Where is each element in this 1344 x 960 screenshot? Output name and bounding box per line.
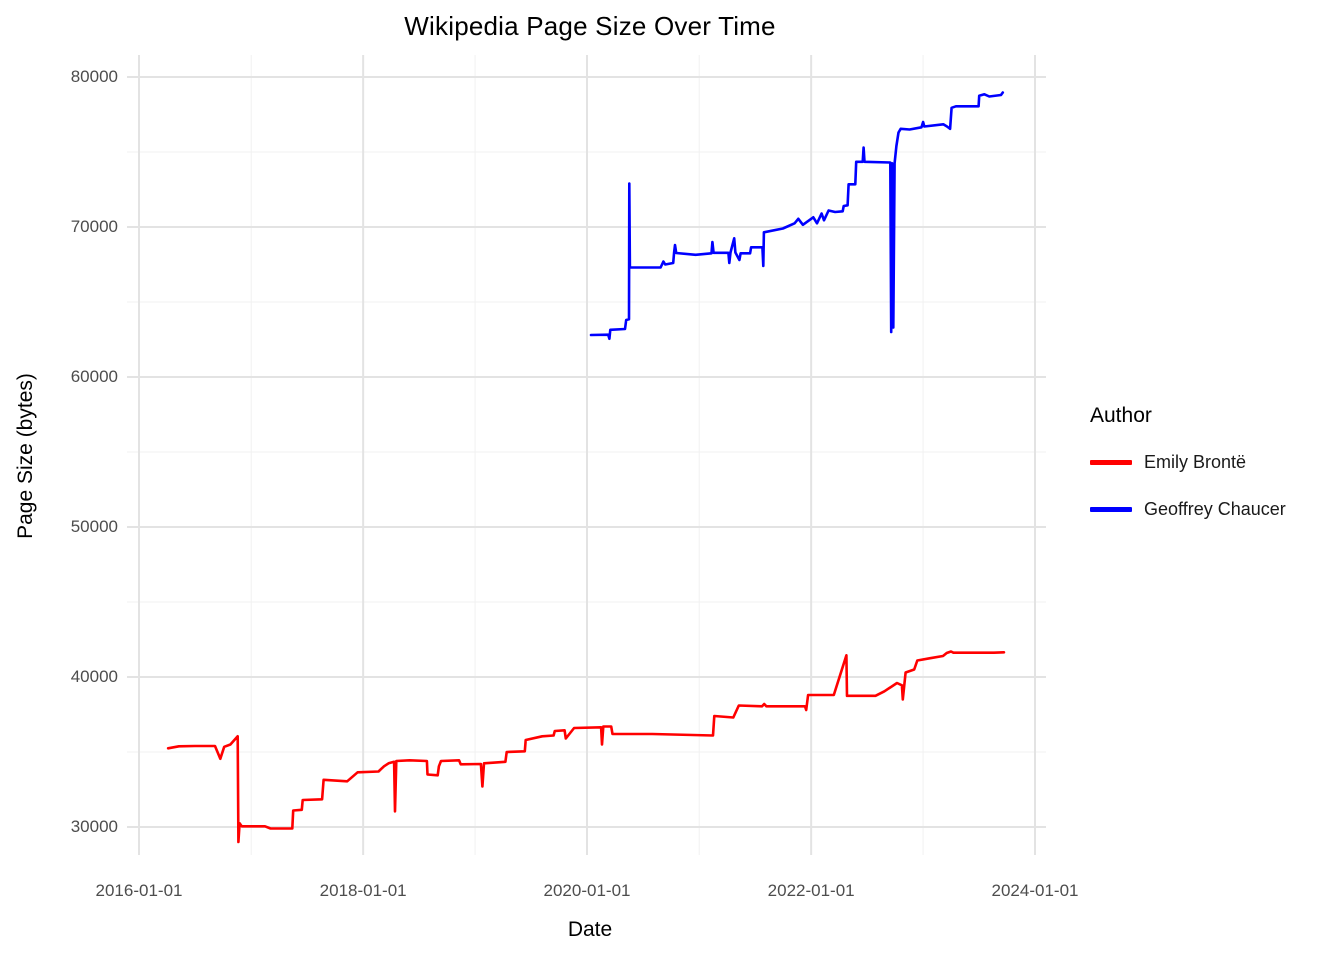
legend-line-swatch-blue — [1090, 506, 1132, 512]
legend-label: Emily Brontë — [1144, 451, 1247, 472]
x-tick-label: 2018-01-01 — [319, 881, 407, 900]
legend-item-emily-bronte: Emily Brontë — [1090, 448, 1246, 476]
x-tick-label: 2016-01-01 — [95, 881, 183, 900]
legend-label: Geoffrey Chaucer — [1144, 498, 1286, 519]
y-axis-title: Page Size (bytes) — [14, 373, 37, 539]
chart-title: Wikipedia Page Size Over Time — [404, 11, 776, 41]
legend-title: Author — [1090, 404, 1152, 427]
y-tick-label: 70000 — [70, 217, 118, 236]
y-tick-label: 50000 — [70, 517, 118, 536]
x-tick-label: 2024-01-01 — [991, 881, 1079, 900]
legend-item-geoffrey-chaucer: Geoffrey Chaucer — [1090, 495, 1286, 523]
y-tick-label: 40000 — [70, 667, 118, 686]
legend-line-swatch-red — [1090, 459, 1132, 465]
x-tick-label: 2022-01-01 — [767, 881, 855, 900]
y-tick-label: 80000 — [70, 67, 118, 86]
series-line-geoffrey-chaucer — [589, 91, 1005, 341]
y-tick-label: 60000 — [70, 367, 118, 386]
x-tick-label: 2020-01-01 — [543, 881, 631, 900]
series-line-emily-bront- — [166, 650, 1006, 844]
x-axis-title: Date — [567, 918, 613, 941]
y-tick-label: 30000 — [70, 817, 118, 836]
